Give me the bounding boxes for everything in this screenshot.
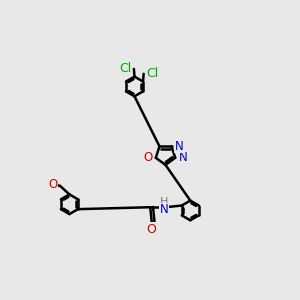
- Text: Cl: Cl: [146, 67, 158, 80]
- Text: O: O: [146, 223, 156, 236]
- Text: H: H: [160, 196, 168, 207]
- Text: N: N: [178, 151, 187, 164]
- Text: N: N: [175, 140, 184, 153]
- Text: O: O: [143, 151, 153, 164]
- Text: O: O: [49, 178, 58, 190]
- Text: N: N: [160, 203, 168, 216]
- Text: Cl: Cl: [119, 62, 131, 75]
